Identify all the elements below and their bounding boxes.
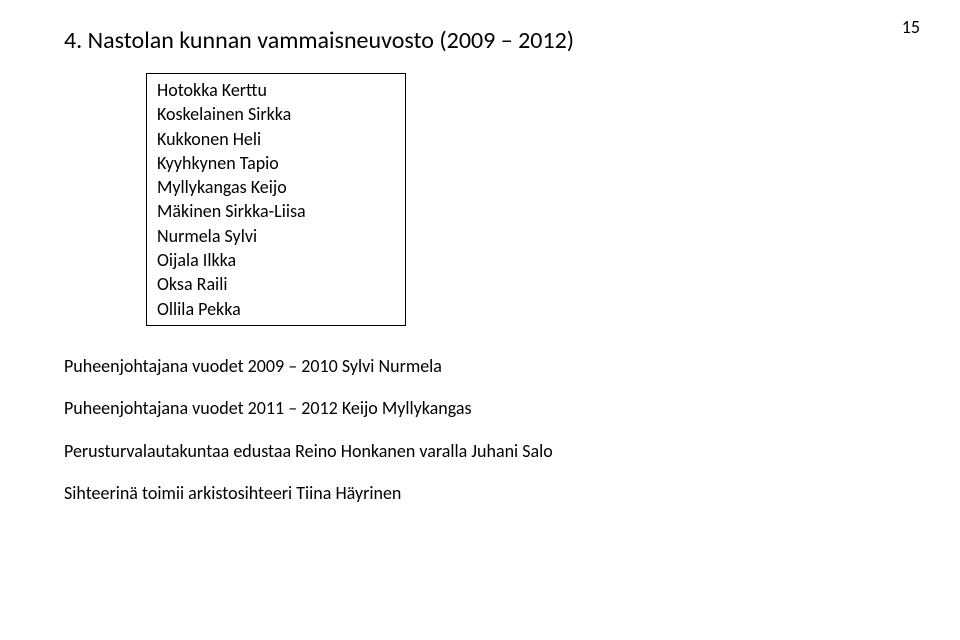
member-row: Koskelainen Sirkka — [157, 102, 395, 126]
member-row: Oijala Ilkka — [157, 248, 395, 272]
document-page: 15 4. Nastolan kunnan vammaisneuvosto (2… — [0, 0, 960, 640]
body-paragraph: Perusturvalautakuntaa edustaa Reino Honk… — [64, 439, 896, 463]
page-number: 15 — [902, 16, 920, 38]
member-row: Kukkonen Heli — [157, 127, 395, 151]
member-row: Myllykangas Keijo — [157, 175, 395, 199]
section-heading: 4. Nastolan kunnan vammaisneuvosto (2009… — [64, 26, 896, 55]
body-paragraph: Puheenjohtajana vuodet 2009 – 2010 Sylvi… — [64, 354, 896, 378]
member-row: Hotokka Kerttu — [157, 78, 395, 102]
member-row: Oksa Raili — [157, 272, 395, 296]
member-row: Ollila Pekka — [157, 297, 395, 321]
body-paragraph: Puheenjohtajana vuodet 2011 – 2012 Keijo… — [64, 396, 896, 420]
member-row: Mäkinen Sirkka-Liisa — [157, 199, 395, 223]
body-paragraph: Sihteerinä toimii arkistosihteeri Tiina … — [64, 481, 896, 505]
members-box: Hotokka Kerttu Koskelainen Sirkka Kukkon… — [146, 73, 406, 326]
member-row: Kyyhkynen Tapio — [157, 151, 395, 175]
member-row: Nurmela Sylvi — [157, 224, 395, 248]
